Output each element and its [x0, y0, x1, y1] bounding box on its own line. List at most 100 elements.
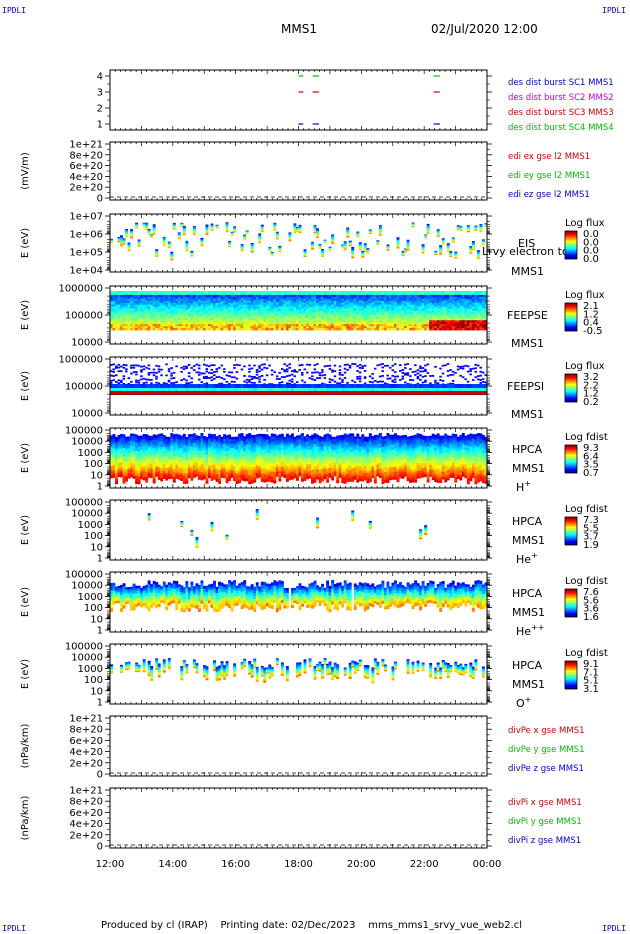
spectrogram-cell	[406, 312, 410, 315]
spectrogram-cell	[157, 306, 161, 309]
spectrogram-cell	[165, 304, 169, 307]
spectrogram-cell	[170, 308, 174, 311]
spectrogram-cell	[439, 326, 443, 329]
spectrogram-cell	[125, 230, 128, 232]
spectrogram-cell	[316, 235, 320, 237]
spectrogram-cell	[117, 318, 121, 321]
spectrogram-cell	[190, 304, 194, 307]
spectrogram-cell	[396, 294, 400, 298]
spectrogram-cell	[197, 393, 201, 395]
spectrogram-cell	[311, 241, 314, 244]
spectrogram-cell	[167, 312, 171, 315]
spectrogram-cell	[295, 302, 299, 306]
spectrogram-cell	[228, 292, 232, 296]
spectrogram-cell	[268, 248, 272, 250]
spectrogram-cell	[303, 310, 307, 313]
spectrogram-cell	[132, 292, 136, 296]
spectrogram-cell	[295, 320, 299, 323]
spectrogram-cell	[424, 291, 428, 294]
spectrogram-cell	[471, 302, 475, 306]
spectrogram-cell	[157, 384, 161, 388]
spectrogram-cell	[328, 320, 332, 323]
spectrogram-cell	[431, 312, 435, 315]
spectrogram-cell	[162, 291, 166, 294]
spectrogram-cell	[245, 316, 249, 319]
spectrogram-cell	[481, 239, 485, 242]
spectrogram-cell	[180, 306, 184, 309]
spectrogram-cell	[318, 245, 322, 247]
spectrogram-cell	[358, 324, 362, 327]
spectrogram-cell	[293, 296, 297, 300]
spectrogram-cell	[476, 304, 480, 307]
spectrogram-cell	[137, 242, 141, 245]
spectrogram-cell	[213, 310, 216, 313]
spectrogram-cell	[419, 304, 423, 307]
spectrogram-cell	[394, 294, 397, 298]
spectrogram-cell	[180, 393, 184, 395]
spectrogram-cell	[406, 322, 410, 325]
spectrogram-cell	[223, 393, 227, 395]
spectrogram-cell	[182, 328, 186, 331]
spectrogram-cell	[476, 322, 480, 325]
spectrogram-cell	[306, 326, 309, 329]
spectrogram-cell	[263, 306, 267, 309]
spectrogram-cell	[165, 310, 169, 313]
spectrogram-cell	[326, 326, 330, 329]
legend-entry: des dist burst SC1 MMS1	[508, 78, 614, 88]
spectrogram-cell	[356, 294, 360, 298]
spectrogram-cell	[434, 304, 438, 307]
spectrogram-cell	[273, 316, 277, 319]
spectrogram-cell	[326, 304, 330, 307]
spectrogram-cell	[348, 242, 352, 244]
spectrogram-cell	[376, 240, 380, 242]
spectrogram-cell	[323, 302, 327, 306]
spectrogram-cell	[421, 302, 425, 306]
spectrogram-cell	[336, 304, 340, 307]
spectrogram-cell	[328, 326, 332, 329]
spectrogram-cell	[202, 377, 206, 379]
spectrogram-cell	[152, 393, 156, 395]
spectrogram-cell	[306, 314, 309, 317]
spectrogram-cell	[441, 314, 445, 317]
spectrogram-cell	[223, 291, 227, 294]
spectrogram-cell	[132, 291, 136, 294]
spectrogram-cell	[190, 388, 194, 391]
spectrogram-cell	[253, 314, 257, 317]
spectrogram-cell	[391, 308, 395, 311]
spectrogram-cell	[125, 308, 128, 311]
spectrogram-cell	[225, 393, 229, 395]
spectrogram-cell	[301, 298, 304, 302]
spectrogram-cell	[278, 302, 282, 306]
spectrogram-cell	[187, 320, 191, 323]
spectrogram-cell	[120, 308, 123, 311]
spectrogram-cell	[135, 306, 139, 309]
spectrogram-cell	[117, 238, 121, 240]
spectrogram-cell	[268, 292, 272, 296]
y-tick-label: 1e+04	[69, 266, 103, 277]
spectrogram-cell	[295, 322, 299, 325]
spectrogram-cell	[346, 328, 350, 331]
spectrogram-cell	[273, 296, 277, 300]
spectrogram-cell	[401, 312, 405, 315]
spectrogram-cell	[258, 298, 262, 302]
spectrogram-cell	[225, 222, 229, 224]
spectrogram-cell	[439, 314, 443, 317]
spectrogram-cell	[218, 298, 221, 302]
spectrogram-cell	[165, 391, 169, 394]
spectrogram-cell	[338, 294, 342, 298]
spectrogram-cell	[180, 294, 184, 298]
spectrogram-cell	[358, 328, 362, 331]
spectrogram-cell	[167, 380, 171, 383]
spectrogram-cell	[132, 322, 136, 325]
spectrogram-cell	[147, 324, 151, 327]
spectrogram-cell	[444, 326, 448, 329]
spectrogram-cell	[308, 302, 312, 306]
spectrogram-cell	[459, 322, 463, 325]
spectrogram-cell	[243, 306, 247, 309]
spectrogram-cell	[140, 306, 144, 309]
spectrogram-cell	[160, 298, 164, 302]
spectrogram-cell	[476, 253, 480, 255]
spectrogram-cell	[411, 223, 415, 224]
spectrogram-cell	[441, 238, 445, 241]
spectrogram-cell	[180, 384, 184, 388]
